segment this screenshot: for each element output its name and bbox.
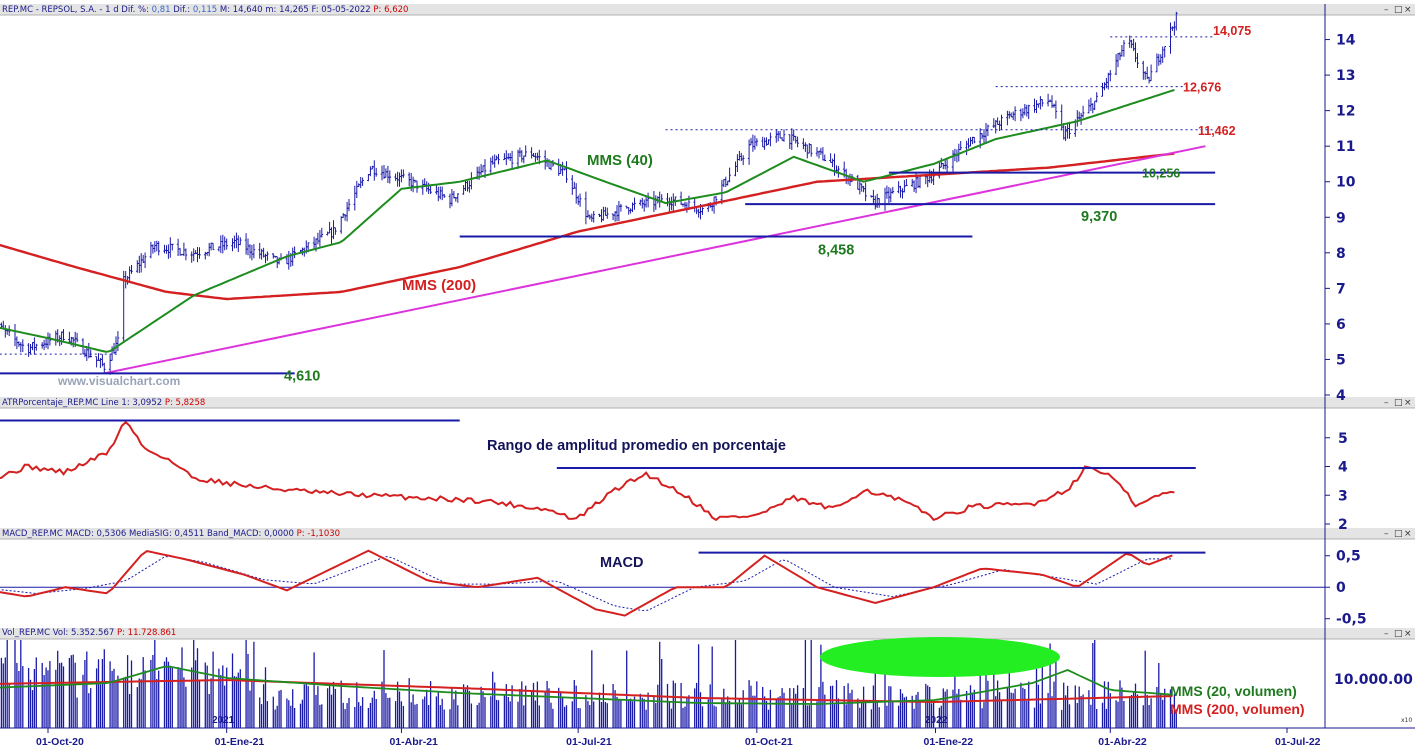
- price-y-tick-label: 5: [1336, 352, 1346, 368]
- atr-y-tick-label: 3: [1338, 488, 1348, 504]
- price-y-tick-label: 13: [1336, 68, 1355, 84]
- price-y-tick-label: 11: [1336, 139, 1355, 155]
- header-part: Vol_REP.MC Vol: 5.352.567: [2, 628, 117, 638]
- volume-scale-tag: x10: [1401, 717, 1412, 724]
- macd-panel-header: MACD_REP.MC MACD: 0,5306 MediaSIG: 0,451…: [2, 529, 340, 539]
- x-tick-label: 01-Abr-21: [389, 736, 438, 747]
- year-mark-2021: 2021: [212, 715, 235, 726]
- x-tick-label: 01-Ene-22: [923, 736, 973, 747]
- macd-signal-line: [0, 555, 1173, 612]
- volume-bars: [0, 640, 1177, 728]
- price-y-tick-label: 7: [1336, 281, 1346, 297]
- panel-header-bar: [0, 4, 1415, 15]
- window-controls: – □ ×– □ ×– □ ×– □ ×: [1384, 5, 1412, 639]
- macd-y-tick-label: 0,5: [1336, 549, 1361, 565]
- panel-header-bar: [0, 397, 1415, 408]
- header-part: P: -1,1030: [297, 529, 341, 539]
- price-y-tick-label: 6: [1336, 317, 1346, 333]
- x-tick-label: 01-Jul-22: [1275, 736, 1321, 747]
- header-part: Dif.:: [171, 5, 193, 15]
- sma40-line: [0, 88, 1175, 353]
- header-part: 0,81: [152, 5, 171, 15]
- x-tick-label: 01-Ene-21: [215, 736, 265, 747]
- level-label: 14,075: [1213, 24, 1251, 38]
- atr-y-tick-label: 2: [1338, 517, 1348, 533]
- price-bars: [0, 11, 1178, 375]
- maximize-icon: □: [1394, 529, 1403, 539]
- price-y-axis: 4 5 6 7 8 9 10 11 12 13 14: [1325, 33, 1356, 404]
- close-icon: ×: [1404, 529, 1412, 539]
- panel-header-bar: [0, 628, 1415, 639]
- level-label: 9,370: [1081, 209, 1117, 225]
- atr-levels: [0, 419, 1196, 469]
- minimize-icon: –: [1384, 5, 1389, 15]
- panel-frames: [0, 4, 1415, 729]
- atr-panel-header: ATRPorcentaje_REP.MC Line 1: 3,0952 P: 5…: [2, 398, 205, 408]
- volume-sma200-line: [0, 679, 1173, 704]
- header-part: P: 6,620: [373, 5, 408, 15]
- close-icon: ×: [1404, 398, 1412, 408]
- price-y-tick-label: 4: [1336, 388, 1346, 404]
- atr-panel: ATRPorcentaje_REP.MC Line 1: 3,0952 P: 5…: [0, 398, 1348, 533]
- panel-header-bar: [0, 528, 1415, 539]
- header-part: 0,115: [193, 5, 217, 15]
- level-label: 12,676: [1183, 81, 1221, 95]
- volume-panel-header: Vol_REP.MC Vol: 5.352.567 P: 11.728.861: [2, 628, 176, 638]
- support-resistance-levels: 14,075 12,676 11,462 10,256 9,370 8,458 4,610: [0, 24, 1251, 384]
- volume-panel: Vol_REP.MC Vol: 5.352.567 P: 11.728.861 …: [0, 628, 1413, 728]
- level-label: 4,610: [284, 368, 320, 384]
- atr-y-tick-label: 5: [1338, 431, 1348, 447]
- minimize-icon: –: [1384, 529, 1389, 539]
- volume-highlight-ellipse: [820, 637, 1060, 677]
- price-y-tick-label: 9: [1336, 210, 1346, 226]
- price-panel: REP.MC - REPSOL, S.A. - 1 d Dif. %: 0,81…: [0, 5, 1356, 404]
- volume-sma20-line: [0, 665, 1173, 705]
- header-part: ATRPorcentaje_REP.MC Line 1: 3,0952: [2, 398, 165, 408]
- sma40-label: MMS (40): [587, 152, 653, 169]
- year-mark-2022: 2022: [925, 715, 948, 726]
- volume-sma200-label: MMS (200, volumen): [1170, 701, 1305, 717]
- close-icon: ×: [1404, 5, 1412, 15]
- close-icon: ×: [1404, 629, 1412, 639]
- header-part: REP.MC - REPSOL, S.A. - 1 d Dif. %:: [2, 5, 152, 15]
- maximize-icon: □: [1394, 398, 1403, 408]
- x-tick-label: 01-Oct-21: [745, 736, 793, 747]
- minimize-icon: –: [1384, 629, 1389, 639]
- x-tick-label: 01-Abr-22: [1098, 736, 1147, 747]
- price-y-tick-label: 10: [1336, 175, 1356, 191]
- price-y-tick-label: 14: [1336, 33, 1356, 49]
- uptrend-line: [104, 145, 1206, 375]
- x-tick-label: 01-Oct-20: [36, 736, 84, 747]
- level-label: 11,462: [1198, 124, 1236, 138]
- price-y-tick-label: 12: [1336, 104, 1355, 120]
- atr-y-axis: 2 3 4 5: [1325, 431, 1348, 533]
- watermark: www.visualchart.com: [57, 374, 180, 388]
- header-part: M: 14,640 m: 14,265 F: 05-05-2022: [217, 5, 373, 15]
- volume-sma20-label: MMS (20, volumen): [1170, 683, 1297, 699]
- maximize-icon: □: [1394, 5, 1403, 15]
- price-y-tick-label: 8: [1336, 246, 1346, 262]
- macd-panel: MACD_REP.MC MACD: 0,5306 MediaSIG: 0,451…: [0, 529, 1367, 628]
- volume-y-tick: 10.000.00: [1334, 672, 1413, 688]
- x-axis: 01-Oct-20 01-Ene-21 01-Abr-21 01-Jul-21 01-O…: [36, 728, 1321, 747]
- macd-annotation: MACD: [600, 555, 644, 571]
- macd-y-tick-label: -0,5: [1336, 612, 1367, 628]
- minimize-icon: –: [1384, 398, 1389, 408]
- atr-annotation: Rango de amplitud promedio en porcentaje: [487, 438, 786, 454]
- level-label: 10,256: [1142, 167, 1180, 181]
- maximize-icon: □: [1394, 629, 1403, 639]
- macd-y-tick-label: 0: [1336, 580, 1346, 596]
- header-part: MACD_REP.MC MACD: 0,5306 MediaSIG: 0,451…: [2, 529, 297, 539]
- header-part: P: 5,8258: [165, 398, 205, 408]
- atr-y-tick-label: 4: [1338, 460, 1348, 476]
- macd-y-axis: 0,5 0 -0,5: [1325, 549, 1367, 628]
- atr-line: [0, 420, 1175, 522]
- x-tick-label: 01-Jul-21: [566, 736, 612, 747]
- sma200-label: MMS (200): [402, 277, 476, 294]
- level-label: 8,458: [818, 243, 854, 259]
- price-panel-header: REP.MC - REPSOL, S.A. - 1 d Dif. %: 0,81…: [2, 5, 408, 15]
- header-part: P: 11.728.861: [117, 628, 176, 638]
- macd-line: [0, 549, 1173, 617]
